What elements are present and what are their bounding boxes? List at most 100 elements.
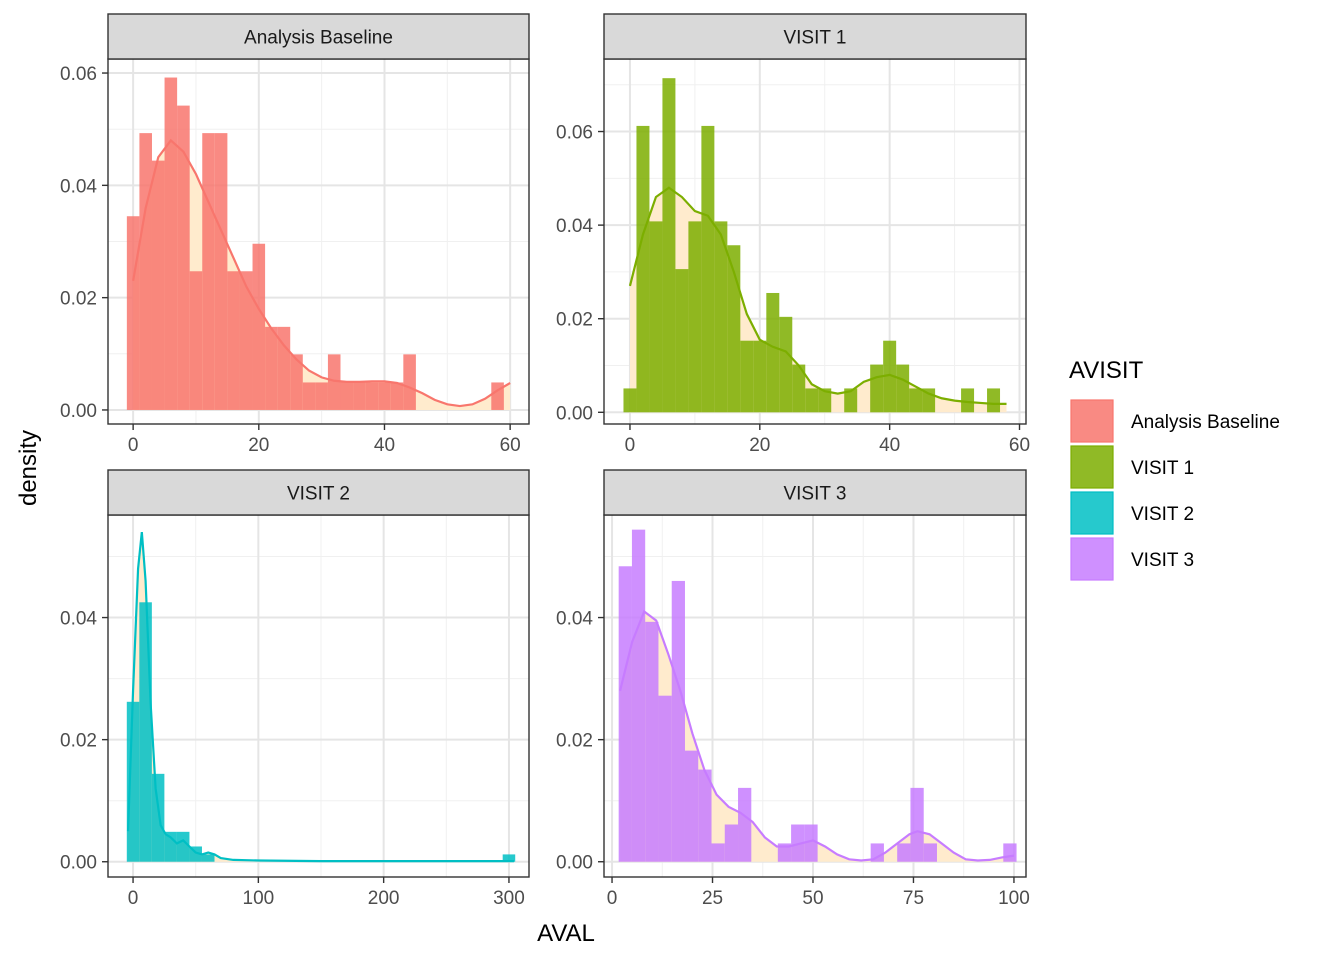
histogram-bar (365, 382, 379, 410)
strip-background (107, 13, 530, 60)
y-tick-label: 0.06 (60, 64, 97, 85)
histogram-bar (987, 388, 1001, 413)
legend-entry: Analysis Baseline (1069, 398, 1280, 444)
legend-entry: VISIT 1 (1069, 444, 1194, 490)
histogram-bar (390, 382, 404, 410)
panel-background (108, 515, 529, 877)
histogram-bar (805, 388, 819, 413)
strip-label: VISIT 2 (287, 484, 350, 505)
y-tick-label: 0.00 (556, 853, 593, 874)
y-tick-label: 0.04 (60, 176, 97, 197)
histogram-bar (239, 271, 253, 410)
histogram-bar (353, 382, 366, 410)
legend-swatch (1070, 537, 1114, 581)
x-tick-label: 60 (500, 435, 521, 456)
y-tick-label: 0.04 (556, 216, 593, 237)
histogram-bar (315, 382, 328, 410)
strip-background (603, 13, 1027, 60)
histogram-bar (711, 843, 725, 862)
histogram-bar (502, 854, 516, 862)
x-axis-title: AVAL (537, 920, 595, 947)
histogram-bar (777, 843, 792, 862)
x-tick-label: 0 (607, 888, 618, 909)
histogram-bar (139, 602, 152, 862)
histogram-bar (698, 769, 712, 862)
x-tick-label: 20 (749, 435, 770, 456)
histogram-bar (897, 843, 911, 862)
x-tick-label: 20 (248, 435, 269, 456)
density-line (132, 138, 511, 408)
facet-strip: Analysis Baseline (107, 13, 530, 60)
facet-panel: Analysis Baseline 0 20 40 60 0.00 0.02 0.04 0.06 (60, 13, 530, 456)
histogram-bar (327, 354, 341, 410)
y-tick-label: 0.02 (556, 310, 593, 331)
histogram-bar (265, 326, 278, 410)
density-area (620, 611, 1014, 862)
y-tick-label: 0.00 (60, 401, 97, 422)
histogram-bar (649, 221, 663, 413)
histogram-bar (792, 364, 806, 413)
histogram-bar (738, 787, 752, 862)
histogram-bar (177, 105, 190, 410)
histogram-bar (645, 621, 659, 862)
histogram-bar (252, 243, 266, 410)
histogram-bar (403, 354, 416, 410)
panel-plot-area (623, 78, 1007, 413)
histogram-bar (623, 388, 637, 413)
y-tick-label: 0.06 (556, 123, 593, 144)
histogram-bar (961, 388, 975, 413)
facet-panel: VISIT 1 0 20 40 60 0.00 0.02 0.04 0.06 (556, 13, 1030, 456)
histogram-bar (684, 750, 699, 862)
x-tick-label: 0 (625, 435, 636, 456)
facet-strip: VISIT 1 (603, 13, 1027, 60)
histogram-bar (688, 221, 702, 413)
y-tick-label: 0.02 (556, 731, 593, 752)
legend-label: VISIT 1 (1131, 458, 1194, 479)
y-tick-label: 0.02 (60, 289, 97, 310)
x-tick-label: 0 (128, 888, 139, 909)
y-axis-title: density (15, 430, 42, 506)
legend-entry: VISIT 3 (1069, 536, 1194, 582)
histogram-bar (151, 160, 165, 410)
facet-panel: VISIT 2 0 100 200 300 0.00 0.02 0.04 (60, 469, 530, 909)
histogram-bar (844, 388, 858, 413)
histogram-bar (714, 221, 728, 413)
legend-label: Analysis Baseline (1131, 412, 1280, 433)
histogram-bar (658, 695, 672, 862)
legend-label: VISIT 3 (1131, 550, 1194, 571)
y-tick-label: 0.02 (60, 731, 97, 752)
x-tick-label: 40 (879, 435, 900, 456)
x-tick-label: 100 (998, 888, 1030, 909)
histogram-bar (701, 125, 715, 413)
histogram-bar (883, 340, 897, 413)
histogram-bar (766, 292, 780, 413)
density-line (619, 609, 1015, 862)
histogram-bar (804, 824, 818, 862)
strip-label: VISIT 1 (783, 28, 846, 49)
histogram-bar (176, 831, 190, 862)
histogram-bar (164, 77, 178, 410)
histogram-bar (896, 364, 910, 413)
x-tick-label: 25 (702, 888, 723, 909)
x-tick-label: 50 (802, 888, 823, 909)
panel-plot-area (126, 531, 516, 863)
density-line (628, 186, 1007, 405)
histogram-bar (189, 271, 203, 410)
x-tick-label: 75 (903, 888, 924, 909)
histogram-bar (753, 340, 767, 413)
histogram-bar (870, 843, 884, 862)
histogram-bar (202, 133, 215, 410)
y-tick-label: 0.00 (556, 403, 593, 424)
panel-plot-area (126, 77, 511, 410)
y-tick-label: 0.04 (60, 609, 97, 630)
strip-label: VISIT 3 (783, 484, 846, 505)
legend-swatch (1070, 399, 1114, 443)
histogram-bar (618, 566, 632, 862)
strip-background (107, 469, 530, 516)
legend-swatch (1070, 491, 1114, 535)
histogram-bar (724, 824, 739, 862)
legend-swatch (1070, 445, 1114, 489)
histogram-bar (727, 245, 741, 413)
histogram-bar (290, 354, 303, 410)
